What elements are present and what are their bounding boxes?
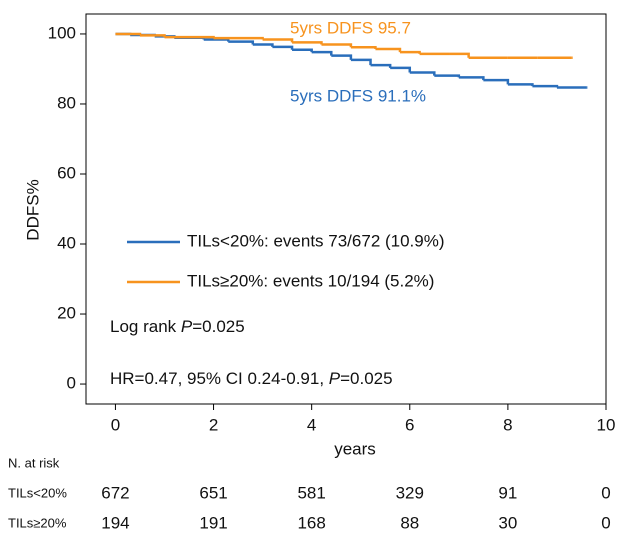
survival-step <box>203 38 230 42</box>
legend-label: TILs<20%: events 73/672 (10.9%) <box>187 231 445 250</box>
stats-text: Log rank P=0.025 <box>110 317 245 336</box>
risk-count: 329 <box>396 483 424 502</box>
survival-step <box>483 78 510 85</box>
risk-count: 0 <box>601 513 610 532</box>
stats-text-part: HR=0.47, 95% CI 0.24-0.91, <box>110 369 329 388</box>
plot-frame <box>85 13 607 405</box>
y-tick-label: 20 <box>57 304 76 323</box>
x-axis-label: years <box>334 439 376 458</box>
risk-row-label: TILs<20% <box>8 485 67 500</box>
risk-count: 194 <box>101 513 129 532</box>
survival-step <box>321 43 353 48</box>
risk-count: 91 <box>498 483 517 502</box>
y-tick-label: 100 <box>48 23 76 42</box>
y-tick-label: 40 <box>57 233 76 252</box>
survival-step <box>292 41 323 45</box>
survival-step <box>311 50 333 56</box>
stats-text-part: P <box>181 317 193 336</box>
survival-step <box>252 43 274 47</box>
legend-label: TILs≥20%: events 10/194 (5.2%) <box>187 271 434 290</box>
survival-step <box>350 46 377 50</box>
survival-step <box>164 35 215 39</box>
survival-step <box>262 38 294 43</box>
x-tick-label: 4 <box>307 415 316 434</box>
risk-count: 672 <box>101 483 129 502</box>
survival-step <box>228 40 255 45</box>
y-tick-label: 80 <box>57 93 76 112</box>
annotation: 5yrs DDFS 91.1% <box>290 86 426 105</box>
survival-step <box>399 50 421 54</box>
y-axis-label: DDFS% <box>23 179 42 240</box>
x-tick-label: 10 <box>597 415 616 434</box>
survival-step <box>507 83 534 87</box>
survival-step <box>458 76 485 81</box>
survival-step <box>213 36 264 40</box>
survival-step <box>390 66 412 73</box>
risk-count: 168 <box>297 513 325 532</box>
stats-text: HR=0.47, 95% CI 0.24-0.91, P=0.025 <box>110 369 393 388</box>
annotation: 5yrs DDFS 95.7 <box>290 18 411 37</box>
survival-step <box>331 54 353 60</box>
survival-step <box>292 48 313 53</box>
x-tick-label: 0 <box>111 415 120 434</box>
survival-step <box>532 84 559 88</box>
x-tick-label: 2 <box>209 415 218 434</box>
survival-step <box>370 63 392 68</box>
y-tick-label: 0 <box>67 374 76 393</box>
survival-step <box>449 52 470 58</box>
risk-count: 0 <box>601 483 610 502</box>
survival-step <box>409 71 436 76</box>
survival-step <box>434 74 461 78</box>
stats-text-part: =0.025 <box>192 317 244 336</box>
risk-count: 191 <box>199 513 227 532</box>
x-tick-label: 8 <box>503 415 512 434</box>
risk-count: 581 <box>297 483 325 502</box>
y-tick-label: 60 <box>57 163 76 182</box>
risk-count: 30 <box>498 513 517 532</box>
survival-step <box>115 32 142 36</box>
stats-text-part: P <box>329 369 341 388</box>
risk-row-label: TILs≥20% <box>8 515 67 530</box>
stats-text-part: Log rank <box>110 317 181 336</box>
risk-count: 88 <box>400 513 419 532</box>
survival-step <box>375 47 402 53</box>
risk-count: 651 <box>199 483 227 502</box>
survival-step <box>350 58 372 66</box>
x-tick-label: 6 <box>405 415 414 434</box>
survival-step <box>272 45 294 50</box>
risk-table-title: N. at risk <box>8 455 60 470</box>
stats-text-part: =0.025 <box>340 369 392 388</box>
